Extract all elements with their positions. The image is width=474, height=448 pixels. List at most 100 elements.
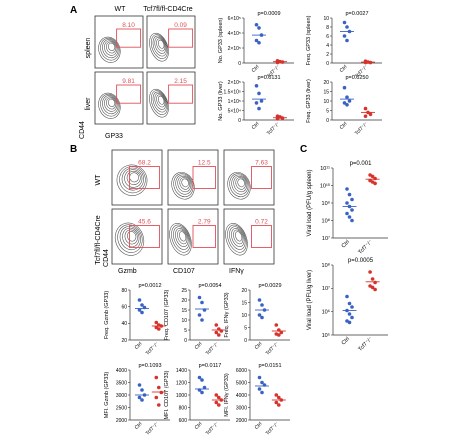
flow-frame — [146, 15, 196, 69]
ctrl-point — [140, 398, 144, 402]
gate-box — [192, 166, 216, 189]
y-tick-label: 20 — [241, 288, 247, 294]
x-tick-label: Ctrl — [134, 421, 144, 431]
flow-gzmb-wt: 68.2 — [111, 149, 163, 206]
contour-line — [117, 224, 143, 253]
p-value: p=0.001 — [350, 161, 373, 167]
contour-line — [171, 224, 191, 253]
flow-xaxis-cd107: CD107 — [173, 268, 195, 275]
contour-line — [179, 177, 191, 190]
ctrl-point — [257, 387, 262, 391]
ctrl-point — [197, 313, 202, 317]
ko-point — [159, 390, 164, 395]
ctrl-point — [350, 315, 354, 320]
panel-a-letter: A — [70, 5, 77, 16]
contour-line — [235, 177, 247, 190]
flow-frame — [111, 149, 163, 206]
flow-gzmb-ko: 45.6 — [111, 208, 163, 265]
x-tick-label: Tcf7⁻/⁻ — [205, 341, 221, 357]
ko-point — [154, 395, 159, 400]
y-tick-label: 2 — [326, 52, 329, 58]
contour-line — [149, 32, 169, 62]
ctrl-point — [350, 305, 354, 309]
flow-ifng-wt: 7.63 — [223, 149, 275, 206]
y-tick-label: 10⁸ — [322, 217, 330, 224]
contour-line — [173, 173, 194, 198]
contour-line — [154, 93, 167, 110]
ctrl-point — [345, 201, 349, 205]
ko-point — [368, 112, 373, 117]
y-tick-label: 1400 — [176, 368, 187, 374]
ctrl-point — [257, 40, 261, 45]
ko-point — [370, 285, 375, 290]
x-tick-label: Tcf7⁻/⁻ — [205, 421, 221, 437]
ctrl-point — [200, 378, 204, 382]
contour-line — [173, 226, 190, 250]
y-tick-label: 80 — [121, 288, 127, 294]
gate-percent: 2.79 — [198, 219, 211, 226]
y-tick-label: 10⁹ — [322, 200, 330, 207]
y-tick-label: 3000 — [116, 393, 127, 399]
contour-line — [169, 223, 192, 256]
contour-line — [181, 178, 189, 188]
y-tick-label: 10 — [181, 318, 187, 324]
ctrl-point — [342, 20, 347, 25]
ctrl-point — [350, 218, 354, 223]
y-tick-label: 10⁸ — [322, 262, 330, 269]
gate-box — [129, 225, 160, 248]
ctrl-point — [137, 298, 142, 302]
y-tick-label: 4000 — [116, 368, 127, 374]
p-value: p=0.0029 — [258, 283, 281, 289]
y-tick-label: 4000 — [236, 393, 247, 399]
ctrl-point — [260, 315, 264, 320]
gate-percent: 7.63 — [255, 160, 268, 167]
ko-point — [274, 393, 279, 397]
y-tick-label: 800 — [179, 405, 188, 411]
ctrl-point — [140, 310, 144, 315]
contour-line — [235, 231, 243, 242]
p-value: p=0.0009 — [257, 11, 280, 17]
y-tick-label: 1.5×10⁵ — [223, 89, 241, 95]
contour-line — [107, 98, 116, 108]
contour-line — [124, 229, 138, 245]
flow-spleen-wt: 8.10 — [94, 15, 144, 69]
y-axis-title: Viral load (PFU/g liver) — [307, 270, 313, 330]
contour-line — [229, 173, 250, 198]
ko-point — [277, 333, 281, 337]
p-value: p=0.0117 — [199, 363, 222, 369]
ctrl-point — [347, 192, 352, 197]
x-tick-label: Tcf7⁻/⁻ — [265, 341, 281, 357]
y-tick-label: 5 — [326, 108, 329, 114]
x-tick-label: Ctrl — [341, 239, 351, 249]
x-tick-label: Ctrl — [341, 336, 351, 346]
y-tick-label: 20 — [323, 80, 329, 86]
gate-percent: 68.2 — [138, 160, 151, 167]
gate-box — [251, 166, 272, 189]
plot-viral-load-liver: 10⁸ 10⁷ 10⁶ 10⁵ p=0.0005 Viral load (PFU/g li… — [307, 258, 388, 353]
gate-box — [168, 28, 194, 48]
x-tick-label: Ctrl — [339, 121, 349, 131]
y-tick-label: 10¹⁰ — [320, 182, 331, 189]
y-tick-label: 5000 — [236, 380, 247, 386]
ctrl-point — [257, 26, 261, 30]
contour-line — [152, 91, 168, 113]
panel-c-letter: C — [300, 144, 307, 155]
y-tick-label: 0 — [326, 61, 329, 67]
ctrl-point — [347, 99, 352, 103]
p-value: p=0.0012 — [138, 283, 161, 289]
flow-frame — [223, 208, 275, 265]
p-value: p=0.0005 — [348, 258, 374, 264]
ctrl-point — [342, 85, 347, 90]
y-tick-label: 8 — [326, 25, 329, 31]
y-tick-label: 20 — [181, 298, 187, 304]
y-tick-label: 6×10⁵ — [228, 16, 241, 22]
contour-line — [177, 175, 192, 193]
x-tick-label: Tcf7⁻/⁻ — [357, 336, 374, 353]
ctrl-point — [345, 187, 349, 191]
ctrl-point — [259, 99, 264, 103]
x-tick-label: Ctrl — [254, 421, 264, 431]
ctrl-point — [350, 208, 354, 212]
panel-b-row-wt: WT — [95, 174, 102, 186]
